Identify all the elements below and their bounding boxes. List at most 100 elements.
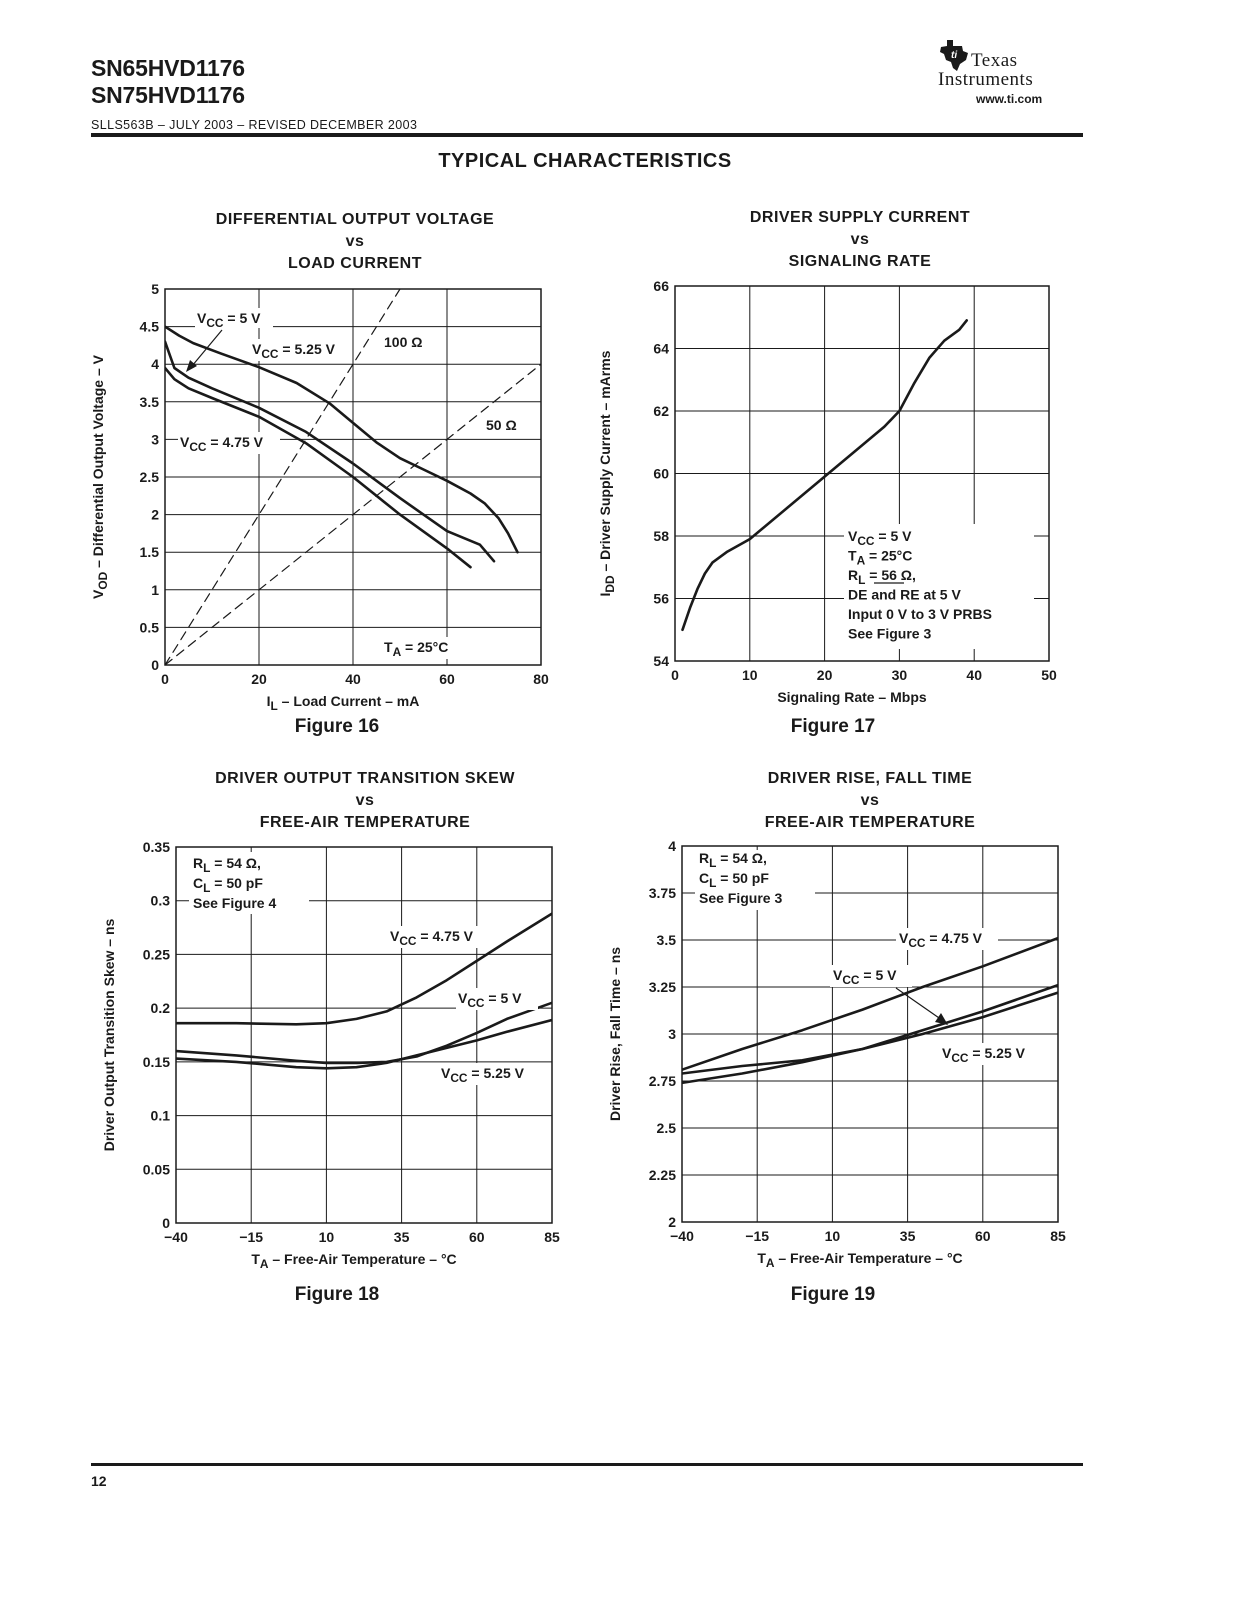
series-line: [165, 289, 401, 665]
y-tick-label: 4.5: [140, 319, 160, 335]
series-label: VCC​ = 5.25 V: [252, 341, 336, 361]
chart-title-line: SIGNALING RATE: [788, 253, 932, 270]
plot-frame: [175, 846, 553, 1224]
series-line: [681, 319, 968, 632]
y-tick-label: 4: [668, 838, 676, 854]
label-backing: [695, 850, 815, 910]
chart-fig18: −40 −15 10 35 60 85 0 0.05 0.1 0.15 0.2 0.25 0.3 0.35…: [101, 839, 560, 1271]
x-tick-label: 20: [251, 671, 267, 687]
series-label: VCC​ = 5.25 V: [942, 1045, 1026, 1065]
label-backing: [178, 432, 280, 454]
series-label: VCC​ = 5 V: [197, 310, 261, 330]
annotation-text: RL​ = 56 Ω,: [848, 567, 916, 587]
series-line: [165, 325, 519, 554]
y-tick-label: 3: [668, 1026, 676, 1042]
chart-title-line: FREE-AIR TEMPERATURE: [259, 814, 471, 831]
label-backing: [844, 524, 1034, 649]
y-tick-label: 5: [151, 281, 159, 297]
series-label: VCC​ = 4.75 V: [390, 928, 474, 948]
leader-line: [191, 329, 223, 367]
x-tick-label: 10: [742, 667, 758, 683]
x-tick-label: 10: [319, 1229, 335, 1245]
y-tick-label: 0.1: [151, 1108, 171, 1124]
y-tick-label: 0: [151, 657, 159, 673]
series-label: VCC​ = 5 V: [833, 967, 897, 987]
annotation-text: CL​ = 50 pF: [699, 870, 769, 890]
annotation-text: Input 0 V to 3 V PRBS: [848, 606, 992, 622]
x-tick-label: 60: [469, 1229, 485, 1245]
chart-title-line: DRIVER SUPPLY CURRENT: [749, 209, 971, 226]
footer-rule: [91, 1463, 1083, 1466]
logo-url: www.ti.com: [976, 92, 1043, 106]
figure-label-17: Figure 17: [790, 716, 876, 737]
leader-line: [895, 987, 943, 1021]
series-line: [165, 366, 472, 569]
annotation-text: See Figure 3: [699, 890, 782, 906]
y-tick-label: 2.5: [657, 1120, 677, 1136]
y-tick-label: 54: [653, 653, 669, 669]
y-axis-label: Driver Output Transition Skew – ns: [101, 918, 117, 1151]
series-label: 50 Ω: [486, 417, 517, 433]
figure-label-19: Figure 19: [790, 1284, 876, 1305]
x-tick-label: 40: [966, 667, 982, 683]
arrow-head: [935, 1013, 948, 1025]
annotation-text: DE and RE at 5 V: [848, 587, 961, 603]
y-tick-label: 60: [653, 466, 669, 482]
series-line: [682, 991, 1058, 1075]
annotation-text: CL​ = 50 pF: [193, 875, 263, 895]
annotation-text: See Figure 3: [848, 626, 931, 642]
chart-title-fig18: DRIVER OUTPUT TRANSITION SKEW vs FREE-AI…: [195, 768, 535, 834]
label-backing: [830, 965, 912, 987]
annotation-text: RL​ = 54 Ω,: [699, 850, 767, 870]
series-group: [681, 319, 968, 632]
y-tick-label: 0: [162, 1215, 170, 1231]
chart-title-line: vs: [345, 233, 365, 250]
series-line: [176, 912, 552, 1026]
label-backing: [456, 988, 538, 1010]
chart-title-line: vs: [850, 231, 870, 248]
label-backing: [484, 416, 524, 434]
x-tick-label: 10: [825, 1228, 841, 1244]
series-group: [682, 936, 1058, 1085]
label-backing: [195, 308, 273, 328]
series-line: [165, 363, 541, 665]
x-tick-label: 50: [1041, 667, 1057, 683]
document-reference: SLLS563B – JULY 2003 – REVISED DECEMBER …: [91, 118, 418, 132]
label-backing: [438, 1063, 540, 1085]
label-backing: [189, 852, 309, 914]
x-tick-label: 60: [439, 671, 455, 687]
x-axis-label: Signaling Rate – Mbps: [777, 689, 927, 705]
y-tick-label: 62: [653, 403, 669, 419]
series-label: VCC​ = 4.75 V: [180, 434, 264, 454]
y-tick-label: 2.25: [649, 1167, 676, 1183]
arrow-head: [186, 360, 197, 372]
series-line: [176, 1001, 552, 1065]
annotations: VCC​ = 5 V VCC​ = 5.25 V VCC​ = 4.75 V 100 …: [178, 308, 1044, 1085]
label-backing: [940, 1043, 1044, 1065]
y-tick-label: 3: [151, 431, 159, 447]
chart-title-line: LOAD CURRENT: [288, 255, 422, 272]
series-line: [165, 340, 496, 563]
x-tick-label: 0: [671, 667, 679, 683]
label-backing: [896, 928, 998, 950]
series-group: [176, 912, 552, 1070]
annotation-text: RL​ = 54 Ω,: [193, 855, 261, 875]
y-axis-label: Driver Rise, Fall Time – ns: [607, 947, 623, 1121]
series-group: [165, 289, 541, 665]
annotation-text: See Figure 4: [193, 895, 276, 911]
x-tick-label: 80: [533, 671, 549, 687]
logo-word-instruments: Instruments: [938, 69, 1034, 90]
x-axis-label: TA​ – Free-Air Temperature – °C: [251, 1251, 456, 1271]
series-label: 100 Ω: [384, 334, 422, 350]
y-tick-label: 3.5: [657, 932, 677, 948]
series-line: [176, 1018, 552, 1070]
ti-state-logo-icon: ti: [940, 40, 968, 71]
annotation-text: VCC​ = 5 V: [848, 528, 912, 548]
y-tick-label: 2.75: [649, 1073, 676, 1089]
x-tick-label: 30: [892, 667, 908, 683]
x-tick-label: −40: [670, 1228, 694, 1244]
series-line: [682, 936, 1058, 1071]
part-number-2: SN75HVD1176: [91, 82, 245, 108]
y-tick-label: 2.5: [140, 469, 160, 485]
